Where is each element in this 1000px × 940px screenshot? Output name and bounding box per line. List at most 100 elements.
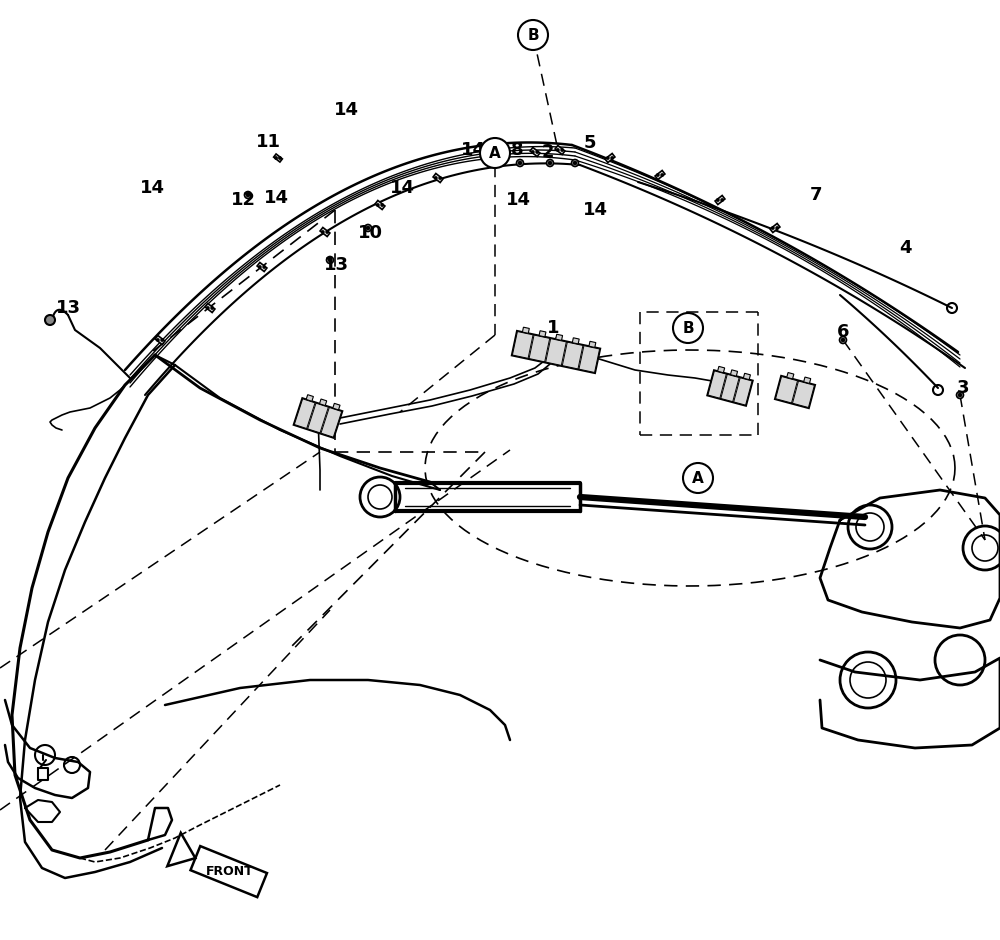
Bar <box>715 196 725 205</box>
Bar <box>770 224 780 232</box>
Circle shape <box>327 257 334 263</box>
Text: 1: 1 <box>547 319 559 337</box>
Bar <box>579 346 600 372</box>
Text: 14: 14 <box>264 189 289 207</box>
Circle shape <box>572 160 578 166</box>
Circle shape <box>246 194 250 196</box>
Text: 14: 14 <box>506 191 530 209</box>
Circle shape <box>381 203 384 207</box>
Circle shape <box>611 156 614 160</box>
Bar <box>707 370 753 406</box>
Text: 2: 2 <box>542 143 554 161</box>
Circle shape <box>606 156 609 160</box>
Text: 14: 14 <box>390 179 415 197</box>
Bar <box>718 367 725 373</box>
Bar <box>734 378 752 405</box>
Circle shape <box>365 225 372 231</box>
Circle shape <box>516 160 524 166</box>
Bar <box>308 403 328 432</box>
Bar <box>294 399 342 438</box>
Text: 13: 13 <box>324 256 349 274</box>
Bar <box>743 373 750 380</box>
Circle shape <box>716 198 719 201</box>
Circle shape <box>439 177 442 180</box>
Text: 5: 5 <box>584 134 596 152</box>
Bar <box>555 146 565 154</box>
Circle shape <box>771 227 774 229</box>
Bar <box>589 341 596 348</box>
Bar <box>730 369 738 376</box>
Circle shape <box>573 162 577 164</box>
Circle shape <box>531 150 534 153</box>
Circle shape <box>326 230 329 233</box>
Circle shape <box>489 159 492 162</box>
Circle shape <box>776 227 779 229</box>
Text: 7: 7 <box>810 186 822 204</box>
Text: 4: 4 <box>899 239 911 257</box>
Bar <box>546 338 566 366</box>
Text: 10: 10 <box>358 224 383 242</box>
Circle shape <box>366 227 370 229</box>
Bar <box>190 846 267 897</box>
Circle shape <box>434 177 437 180</box>
Bar <box>572 337 579 344</box>
Circle shape <box>721 198 724 201</box>
Text: FRONT: FRONT <box>206 866 254 879</box>
Bar <box>776 377 797 403</box>
Circle shape <box>683 463 713 493</box>
Circle shape <box>211 306 214 309</box>
Circle shape <box>656 174 659 177</box>
Bar <box>375 200 385 210</box>
Circle shape <box>156 338 159 341</box>
Circle shape <box>518 20 548 50</box>
Bar <box>556 335 563 340</box>
Circle shape <box>673 313 703 343</box>
Bar <box>522 327 529 334</box>
Bar <box>804 377 811 384</box>
Bar <box>205 304 215 312</box>
Text: 14: 14 <box>582 201 608 219</box>
Circle shape <box>376 203 379 207</box>
Text: 14: 14 <box>461 141 486 159</box>
Text: 3: 3 <box>957 379 969 397</box>
Circle shape <box>548 162 552 164</box>
Circle shape <box>556 149 559 151</box>
Text: A: A <box>692 471 704 485</box>
Bar <box>294 399 315 429</box>
Bar <box>155 336 165 345</box>
Text: B: B <box>527 27 539 42</box>
Bar <box>483 155 493 164</box>
Circle shape <box>841 338 845 342</box>
Text: 11: 11 <box>256 133 281 151</box>
Text: 13: 13 <box>56 299 81 317</box>
Text: 8: 8 <box>511 141 523 159</box>
Text: 6: 6 <box>837 323 849 341</box>
Bar <box>655 170 665 180</box>
Circle shape <box>161 338 164 341</box>
Bar <box>708 371 726 399</box>
Circle shape <box>328 258 332 261</box>
Circle shape <box>956 391 964 399</box>
Bar <box>530 148 540 157</box>
Circle shape <box>206 306 209 309</box>
Circle shape <box>245 192 252 198</box>
Circle shape <box>258 265 261 269</box>
Text: 14: 14 <box>334 101 359 119</box>
Bar <box>257 262 267 272</box>
Circle shape <box>274 156 278 160</box>
Circle shape <box>840 337 846 343</box>
Bar <box>333 403 340 410</box>
Bar <box>274 154 282 162</box>
Bar <box>320 227 330 237</box>
Circle shape <box>661 174 664 177</box>
Text: B: B <box>682 321 694 336</box>
Circle shape <box>546 160 554 166</box>
Bar <box>793 381 814 408</box>
Circle shape <box>263 265 266 269</box>
Bar <box>512 332 533 358</box>
Circle shape <box>45 315 55 325</box>
Circle shape <box>484 159 487 162</box>
Bar <box>605 153 615 163</box>
Circle shape <box>958 393 962 397</box>
Bar <box>321 407 342 437</box>
